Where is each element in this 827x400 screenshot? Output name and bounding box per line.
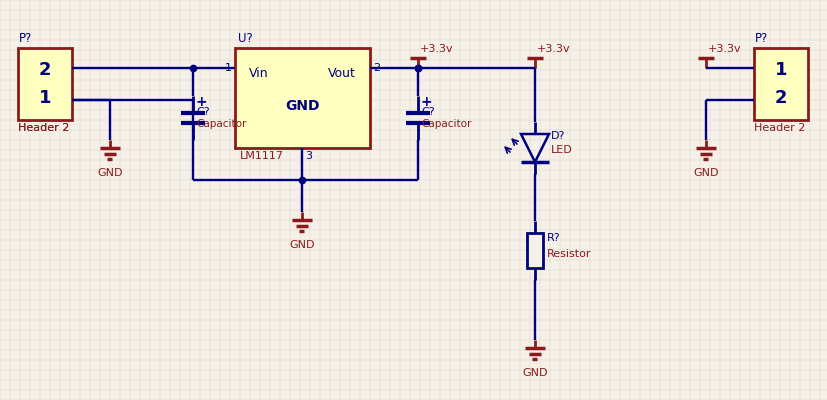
Text: GND: GND [522, 368, 547, 378]
Text: +3.3v: +3.3v [707, 44, 741, 54]
Text: D?: D? [550, 131, 565, 141]
Text: P?: P? [19, 32, 32, 45]
Text: +3.3v: +3.3v [537, 44, 570, 54]
Text: 2: 2 [774, 90, 786, 108]
Text: LM1117: LM1117 [240, 151, 284, 161]
Text: 1: 1 [225, 63, 232, 73]
Text: Vout: Vout [327, 66, 356, 80]
Text: LED: LED [550, 145, 572, 155]
Text: Capacitor: Capacitor [196, 119, 246, 129]
Text: 2: 2 [39, 61, 51, 78]
Text: U?: U? [237, 32, 252, 45]
Text: Header 2: Header 2 [18, 123, 69, 133]
Text: P?: P? [754, 32, 767, 45]
Text: Header 2: Header 2 [753, 123, 805, 133]
Bar [526, 232, 543, 268]
Text: Header 2: Header 2 [18, 123, 69, 133]
Bar [753, 48, 807, 120]
Text: GND: GND [97, 168, 122, 178]
Text: GND: GND [285, 99, 319, 113]
Text: C?: C? [196, 107, 209, 117]
Text: Capacitor: Capacitor [420, 119, 471, 129]
Text: R?: R? [547, 233, 560, 243]
Text: 1: 1 [39, 90, 51, 108]
Text: 2: 2 [372, 63, 380, 73]
Text: 3: 3 [304, 151, 312, 161]
Text: C?: C? [420, 107, 434, 117]
Text: 1: 1 [774, 61, 786, 78]
Text: GND: GND [289, 240, 314, 250]
Text: Vin: Vin [249, 66, 268, 80]
Text: GND: GND [692, 168, 718, 178]
Bar [235, 48, 370, 148]
Text: Resistor: Resistor [547, 249, 590, 259]
Text: +: + [420, 95, 432, 109]
Text: +: + [196, 95, 208, 109]
Bar [18, 48, 72, 120]
Text: +3.3v: +3.3v [419, 44, 453, 54]
